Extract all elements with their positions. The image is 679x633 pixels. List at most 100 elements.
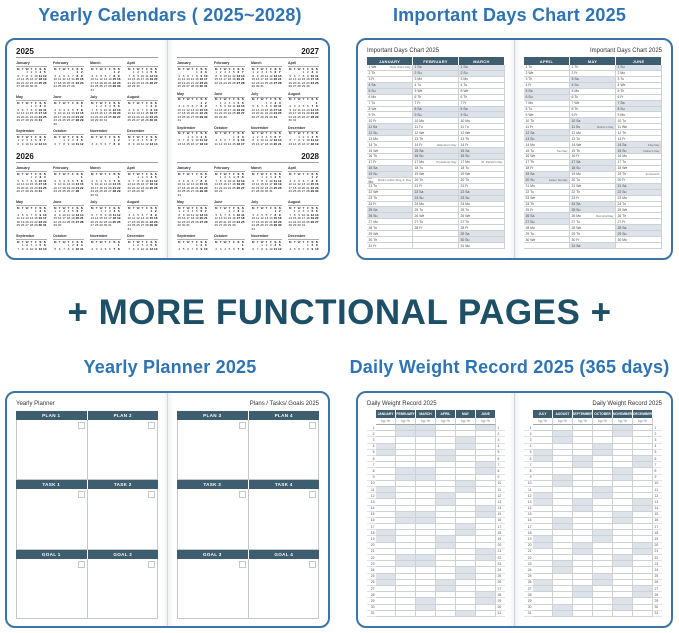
day-number: 5 [219, 138, 222, 142]
day-number: 16 [99, 111, 103, 115]
day-number: 18 [112, 216, 117, 220]
weight-cell [416, 567, 436, 574]
day-number: 1 [80, 175, 83, 179]
day-number: 4 [150, 175, 153, 179]
weekday-label: M [16, 100, 20, 105]
day-number: 7 [278, 134, 281, 139]
day-number: 2 [26, 243, 28, 247]
day-number: 17 [227, 182, 232, 186]
weekday-label: W [297, 239, 301, 244]
day-number: 5 [196, 209, 198, 213]
day-number: 14 [269, 216, 273, 220]
weight-cell [436, 437, 456, 444]
weight-cell [533, 455, 553, 463]
important-day-cell: 25 Sa [367, 207, 413, 214]
weight-cell [416, 468, 436, 475]
important-day-cell [616, 243, 662, 249]
day-and-weekday: 14 Fr [414, 142, 423, 147]
day-and-weekday: 14 Sa [617, 142, 627, 147]
day-number: 1 [117, 175, 120, 179]
weekday-label: T [21, 100, 24, 105]
day-number: 20 [20, 185, 25, 190]
day-number: 31 [103, 118, 108, 122]
day-number: 9 [21, 141, 24, 146]
day-number: 19 [62, 80, 66, 85]
day-number: 4 [265, 134, 268, 139]
year-block: 2027 January M T W T F S S 1 2 3 4 5 6 7 8 9 10 11 12 13 14 15 1… [177, 47, 319, 146]
weight-cell [396, 431, 416, 438]
day-number: 5 [270, 134, 272, 139]
day-number: 10 [177, 182, 181, 186]
day-number: 14 [288, 216, 292, 220]
month-header: MARCH [459, 57, 505, 65]
weight-cell [376, 524, 396, 531]
day-number: 18 [57, 80, 62, 85]
day-and-weekday: 27 Th [460, 219, 470, 224]
mini-month-name: March [251, 61, 282, 67]
weekday-label: S [113, 100, 116, 105]
day-number: 21 [140, 114, 145, 119]
day-number: 3 [228, 175, 231, 179]
checkbox-icon [148, 560, 155, 568]
weekday-label: S [274, 171, 277, 176]
day-and-weekday: 30 Mo [617, 237, 627, 242]
weekday-label: T [141, 134, 144, 139]
day-number: 27 [251, 189, 255, 193]
weight-cell [633, 573, 653, 580]
important-day-cell: 15 Sa [459, 148, 505, 155]
row-number: 14 [524, 506, 533, 512]
day-number: 16 [34, 111, 38, 115]
weekday-label: T [182, 205, 185, 210]
mini-month: January M T W T F S S 1 2 3 4 5 6 7 8 9 10 11 12 13 14 15 16 17 1… [177, 166, 208, 197]
day-number: 11 [80, 246, 84, 251]
day-and-weekday: 6 Th [414, 95, 422, 100]
day-number: 10 [29, 246, 34, 251]
mini-month-grid: January M T W T F S S 1 2 3 4 5 6 7 8 9 10 11 12 13 14 15 16 17 1… [16, 166, 158, 251]
important-day-cell: 5 Th [616, 88, 662, 95]
day-number: 13 [241, 178, 245, 183]
day-number: 7 [146, 212, 148, 217]
row-number: 21 [524, 549, 533, 556]
day-number: 14 [112, 182, 117, 186]
day-number: 11 [297, 107, 301, 112]
day-number: 12 [288, 77, 292, 81]
day-number: 17 [38, 182, 43, 186]
row-number: 16 [496, 518, 505, 525]
day-number: 28 [80, 219, 84, 224]
day-number: 11 [99, 182, 103, 186]
important-day-cell: 15 Su Father's Day [616, 148, 662, 155]
day-number: 7 [109, 141, 111, 146]
day-number: 6 [252, 178, 255, 183]
mini-month-name: July [90, 200, 121, 206]
row-number: 2 [653, 431, 662, 438]
day-number: 6 [187, 73, 189, 78]
day-number: 21 [29, 219, 34, 224]
weight-cell [633, 511, 653, 518]
day-number: 29 [195, 84, 199, 88]
day-number: 28 [75, 189, 80, 193]
weight-cell [553, 437, 573, 444]
weekday-label: F [195, 131, 198, 135]
day-number: 1 [200, 100, 203, 105]
day-number: 12 [38, 246, 43, 251]
day-number: 30 [103, 223, 108, 227]
weight-cell [533, 561, 553, 568]
important-day-cell: 3 Sa [570, 76, 616, 83]
day-number: 19 [278, 182, 282, 186]
day-number: 19 [154, 182, 158, 186]
weight-cell [476, 604, 496, 611]
day-number: 13 [154, 246, 158, 251]
day-number: 13 [75, 212, 80, 217]
section-title-yearly-planner: Yearly Planner 2025 [83, 357, 257, 377]
planner-section-bodies [16, 489, 158, 550]
weight-cell [613, 431, 633, 438]
day-number: 29 [218, 189, 223, 193]
day-number: 17 [154, 111, 158, 115]
day-number: 4 [200, 134, 203, 139]
day-number: 20 [236, 77, 241, 81]
weekday-label: T [132, 134, 135, 139]
day-number: 5 [63, 73, 65, 78]
day-number: 5 [150, 70, 153, 74]
day-number: 9 [265, 246, 268, 251]
